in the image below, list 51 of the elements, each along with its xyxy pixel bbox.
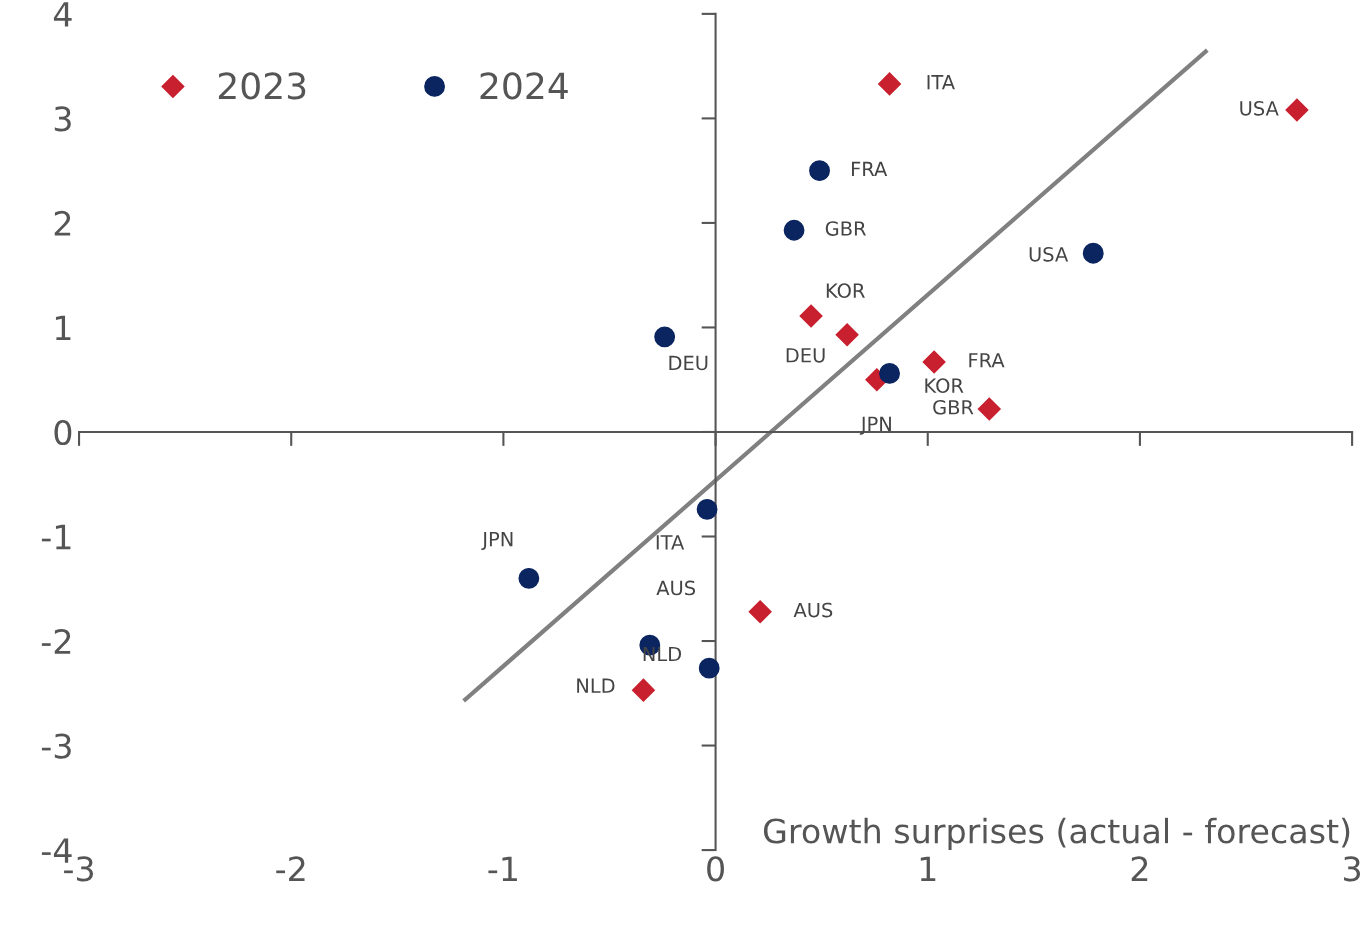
x-tick-label: 3 [1344,856,1361,882]
annotation: KOR [826,283,865,298]
point [879,363,900,384]
annotation: AUS [793,602,833,618]
point [696,498,718,520]
x-tick-label: 1 [920,856,936,881]
point [878,72,902,96]
x-tick-label: 2 [1131,856,1148,881]
annotation: NLD [643,646,682,662]
point [835,323,859,347]
annotation: KOR [925,378,964,393]
y-tick-label: 4 [53,2,72,27]
y-tick-label: -3 [41,733,71,759]
point [1285,98,1309,122]
point [977,397,1001,421]
annotation: FRA [969,353,1005,368]
point [748,600,772,624]
annotation: DEU [669,355,708,371]
annotation: GBR [825,221,866,236]
y-tick-label: 0 [54,419,72,446]
annotation: DEU [786,348,825,363]
y-tick-label: 2 [54,210,71,236]
annotation: NLD [577,678,615,693]
x-tick-label: -2 [276,856,305,881]
point [631,678,655,702]
point [799,304,823,328]
y-tick-label: 1 [55,315,71,341]
point [809,160,830,182]
annotation: USA [1240,100,1279,116]
annotation: ITA [927,75,955,90]
annotation: JPN [859,416,891,435]
annotation: GBR [933,399,974,415]
point [783,219,805,241]
legend-label: 2023 [218,72,306,100]
legend-label: 2024 [480,72,568,100]
x-tick-label: 0 [707,856,724,882]
point [1082,242,1104,264]
x-tick-label: -1 [488,856,517,881]
y-tick-label: -1 [41,524,71,550]
annotation: JPN [481,532,513,551]
annotation: ITA [656,535,685,550]
point [922,350,946,374]
annotation: AUS [656,580,696,596]
annotation: FRA [852,161,888,177]
point [654,326,676,348]
point [518,567,540,589]
y-tick-label: 3 [54,106,71,132]
x-axis-title: Growth surprises (actual - forecast) [763,817,1350,851]
y-tick-label: -2 [41,628,71,654]
annotation: USA [1029,246,1069,262]
point [698,657,720,679]
